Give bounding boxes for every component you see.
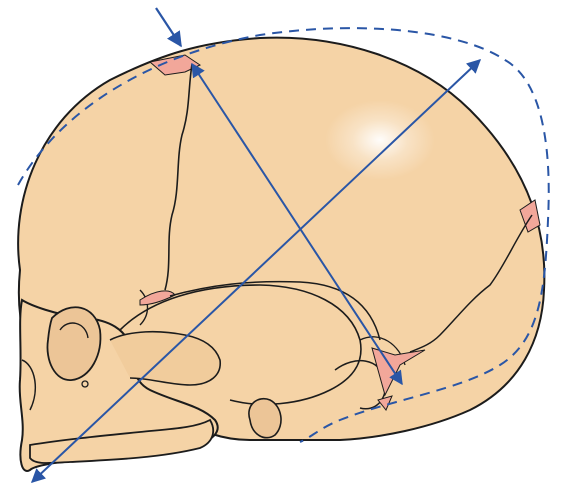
diameter-cross-arrow bbox=[191, 62, 403, 386]
molded-skull-outline bbox=[17, 27, 550, 443]
surface-highlight bbox=[325, 100, 435, 180]
fontanelle-pointer-arrow bbox=[155, 7, 182, 48]
